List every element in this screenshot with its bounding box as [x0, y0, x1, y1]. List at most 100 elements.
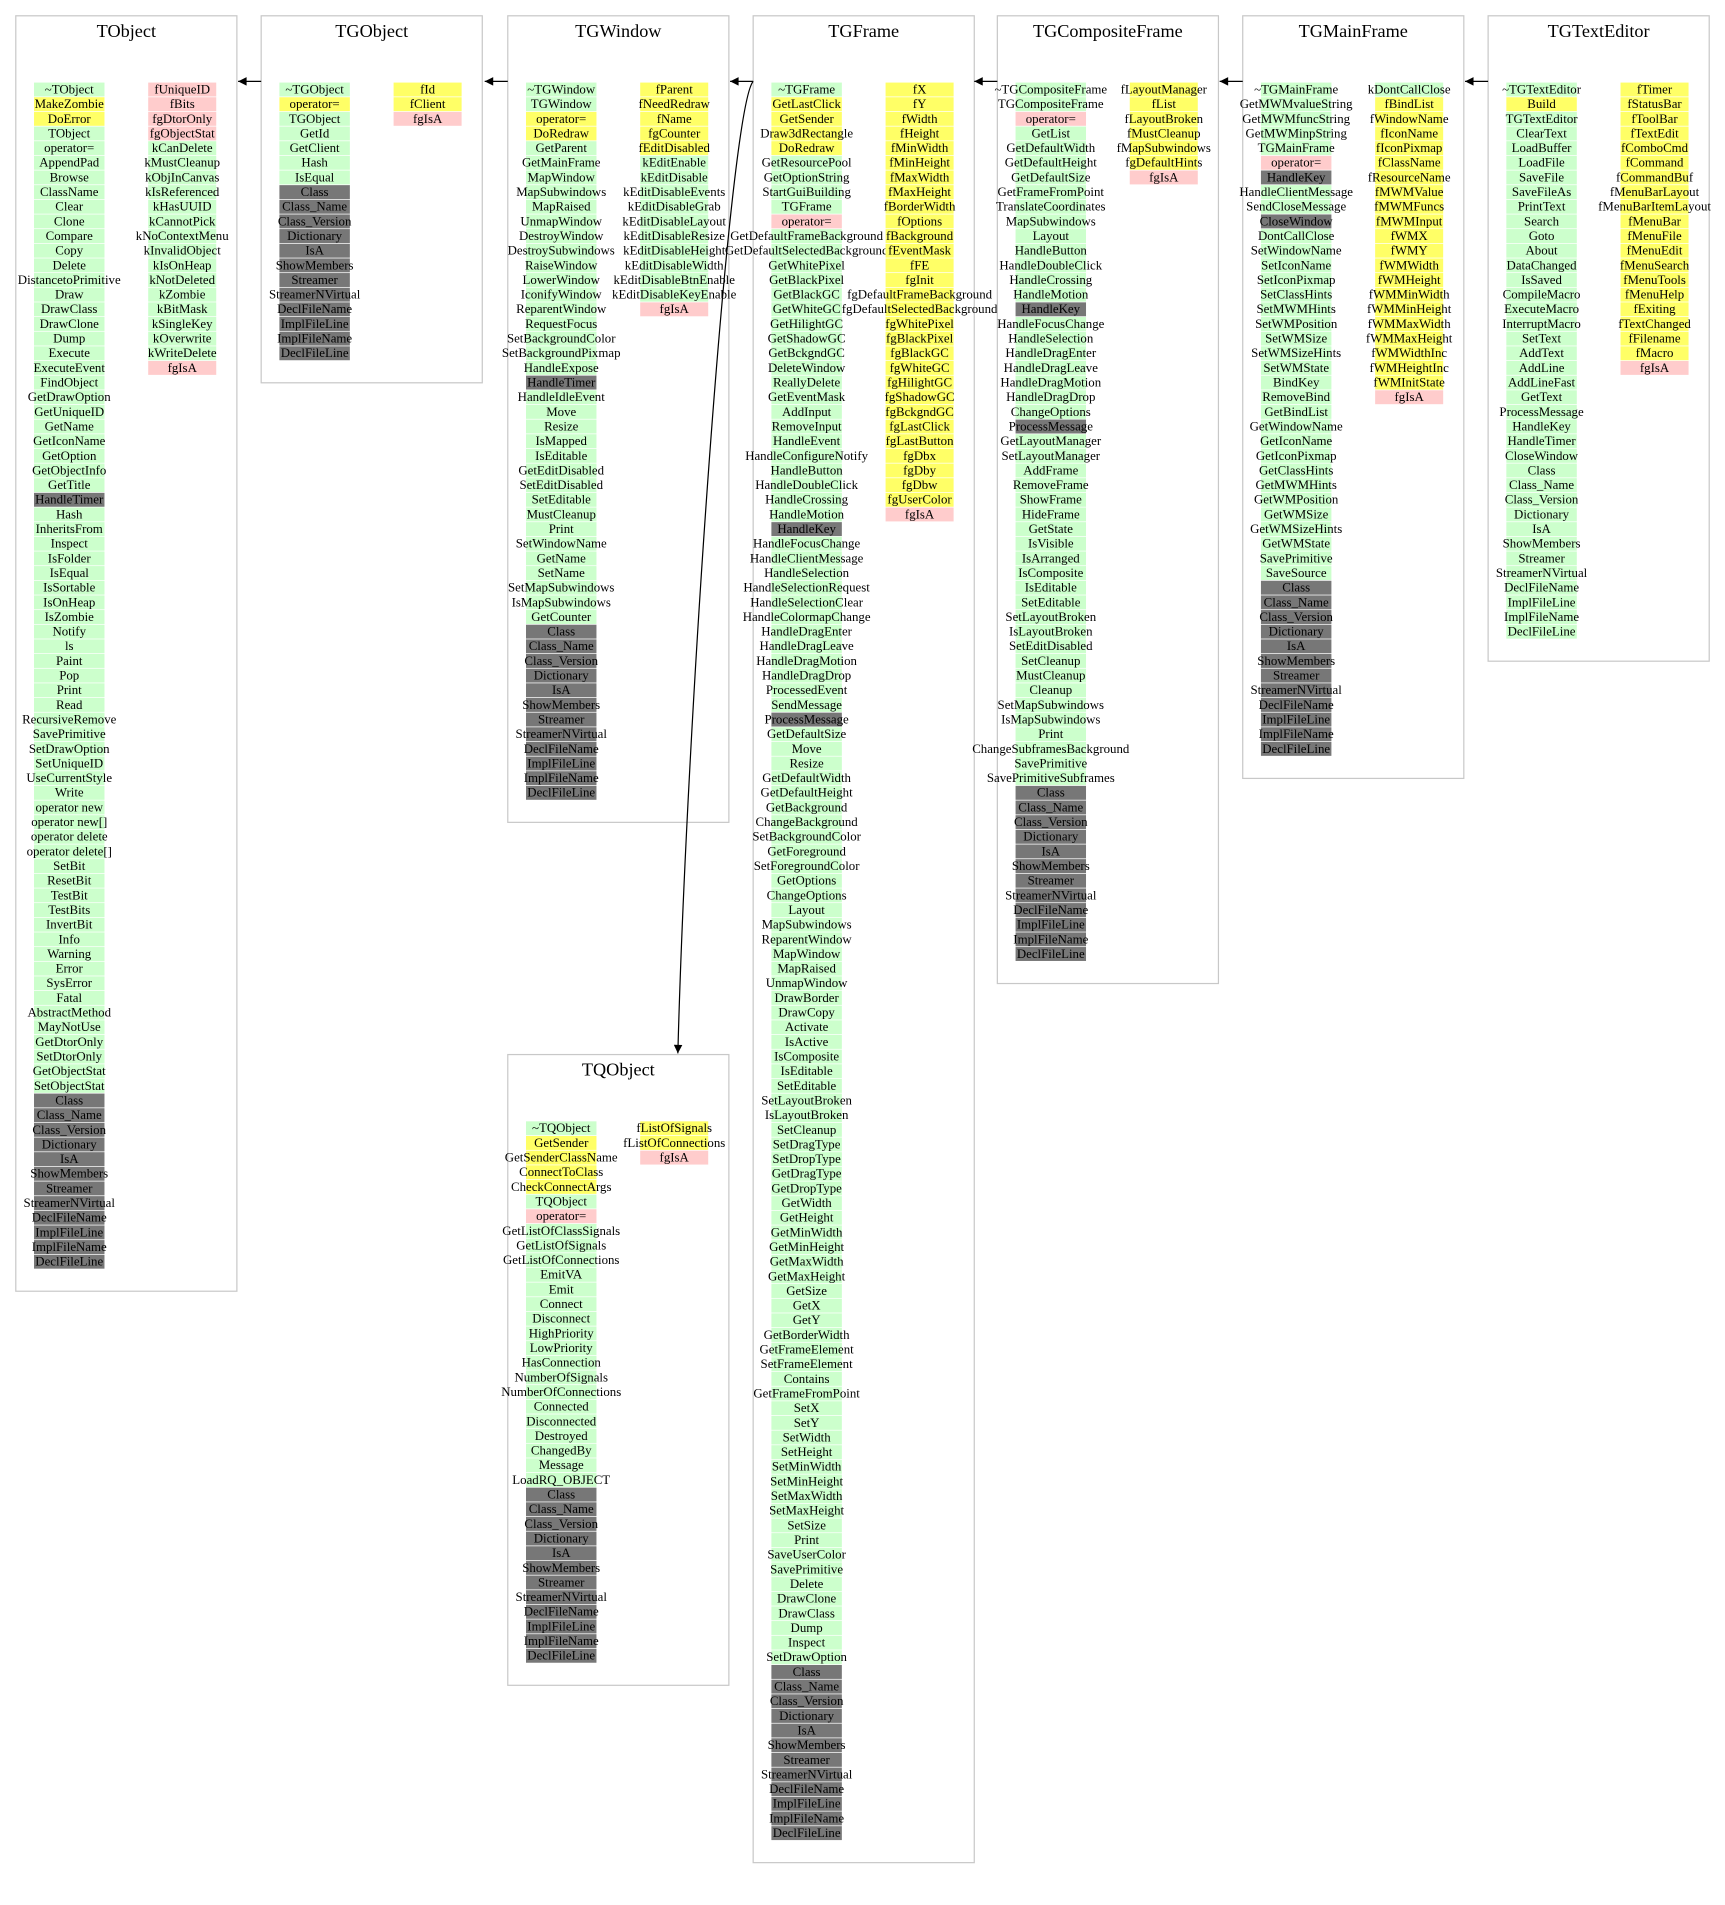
member-cell — [1375, 141, 1444, 156]
member-cell — [393, 111, 462, 126]
member: kEditDisableHeight — [623, 244, 726, 258]
method: IsSaved — [1521, 273, 1562, 287]
method-cell — [526, 1546, 597, 1561]
method: GetFrameFromPoint — [998, 185, 1105, 199]
member: fgWhiteGC — [890, 361, 950, 375]
method: IsA — [797, 1723, 816, 1737]
method-cell — [1260, 683, 1332, 698]
method-cell — [771, 932, 842, 947]
method: HandleDragLeave — [759, 639, 854, 653]
method: GetWMState — [1262, 537, 1330, 551]
member-cell — [1375, 258, 1444, 273]
member-cell — [640, 97, 709, 112]
method: SetFrameElement — [761, 1357, 854, 1371]
method-cell — [526, 639, 597, 654]
class-title: TGTextEditor — [1548, 21, 1650, 41]
member-cell — [885, 97, 954, 112]
method: ~TGCompositeFrame — [994, 82, 1107, 96]
method: Dictionary — [42, 1137, 98, 1151]
member-cell — [885, 287, 954, 302]
method: DeclFileLine — [527, 786, 595, 800]
method-cell — [34, 1064, 105, 1079]
method: GetWMSize — [1264, 507, 1329, 521]
method: MustCleanup — [1016, 669, 1085, 683]
method: Layout — [788, 903, 825, 917]
method: HandleDragMotion — [1000, 376, 1101, 390]
method-cell — [771, 1782, 842, 1797]
method-cell — [34, 1181, 105, 1196]
method-cell — [771, 697, 842, 712]
method-cell — [526, 683, 597, 698]
class-node: TGWindow~TGWindowTGWindowoperator=DoRedr… — [502, 15, 737, 823]
method: RequestFocus — [525, 317, 597, 331]
method: RemoveBind — [1262, 390, 1330, 404]
method: Streamer — [783, 1753, 830, 1767]
member-cell — [885, 478, 954, 493]
method-cell — [279, 302, 350, 317]
member: fIconPixmap — [1376, 141, 1442, 155]
member-cell — [640, 1121, 709, 1136]
method-cell — [771, 917, 842, 932]
method-cell — [1015, 229, 1087, 244]
method-cell — [34, 1210, 105, 1225]
method: ~TGFrame — [778, 82, 835, 96]
method-cell — [1260, 346, 1332, 361]
method: DoRedraw — [533, 126, 589, 140]
method: HandleColormapChange — [743, 610, 871, 624]
method-cell — [1260, 580, 1332, 595]
method: TGFrame — [782, 200, 832, 214]
method: SetMaxHeight — [769, 1504, 844, 1518]
method: Print — [794, 1533, 819, 1547]
method: ConnectToClass — [519, 1165, 603, 1179]
method: ProcessMessage — [1499, 405, 1584, 419]
member-cell — [1375, 111, 1444, 126]
method-cell — [34, 741, 105, 756]
method-cell — [771, 976, 842, 991]
method-cell — [1260, 551, 1332, 566]
method-cell — [771, 448, 842, 463]
method: DeleteWindow — [768, 361, 846, 375]
method: Class — [55, 1093, 83, 1107]
method-cell — [1260, 170, 1332, 185]
method: GetDefaultSize — [1011, 170, 1091, 184]
method: Delete — [790, 1577, 824, 1591]
member-cell — [393, 97, 462, 112]
member-cell — [885, 434, 954, 449]
member: fListOfConnections — [623, 1136, 725, 1150]
method: NumberOfSignals — [514, 1370, 608, 1384]
method-cell — [1015, 111, 1087, 126]
method-cell — [1015, 214, 1087, 229]
member-cell — [1620, 214, 1689, 229]
method: SetWMPosition — [1255, 317, 1338, 331]
method: IsOnHeap — [43, 595, 95, 609]
method-cell — [771, 1430, 842, 1445]
member-cell — [640, 185, 709, 200]
method-cell — [771, 1196, 842, 1211]
method-cell — [1015, 580, 1087, 595]
method-cell — [34, 668, 105, 683]
member: fWMX — [1391, 229, 1429, 243]
method: HandleKey — [1512, 419, 1571, 433]
member-cell — [885, 170, 954, 185]
method: Inspect — [788, 1636, 826, 1650]
method-cell — [279, 273, 350, 287]
method: GetMWMvalueString — [1240, 97, 1353, 111]
method-cell — [34, 991, 105, 1005]
method-cell — [34, 1152, 105, 1167]
method-cell — [526, 551, 597, 566]
method-cell — [771, 199, 842, 214]
method: SetWMSizeHints — [1251, 346, 1341, 360]
method-cell — [279, 170, 350, 185]
method: HandleDragEnter — [1005, 346, 1096, 360]
method-cell — [771, 639, 842, 654]
method-cell — [34, 1049, 105, 1064]
method-cell — [1015, 771, 1087, 786]
method-cell — [771, 595, 842, 610]
member-cell — [640, 243, 709, 258]
method-cell — [1506, 170, 1577, 185]
member: fgDby — [903, 463, 936, 477]
method-cell — [771, 1049, 842, 1064]
method-cell — [526, 654, 597, 668]
method-cell — [1260, 610, 1332, 624]
method-cell — [34, 317, 105, 331]
